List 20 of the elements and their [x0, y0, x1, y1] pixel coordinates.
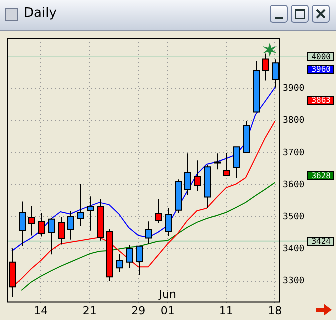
x-tick-label: 18: [268, 304, 282, 318]
y-tick-label: 3900: [283, 84, 305, 94]
y2-tick-label: 3628: [312, 172, 332, 181]
x-tick-label: 14: [34, 304, 48, 318]
chart-title: Daily: [24, 6, 57, 21]
x-tick-label: 29: [132, 304, 146, 318]
y-tick-label: 3700: [283, 148, 305, 158]
y-tick-label: 3800: [283, 116, 305, 126]
y2-tick-label: 3863: [312, 96, 332, 106]
x-tick-label: 01: [160, 304, 175, 318]
y-tick-label: 3500: [283, 212, 305, 222]
ref-line-label: 3424: [312, 237, 332, 246]
y-tick-label: 3400: [283, 244, 305, 255]
y-tick-label: 3300: [283, 276, 305, 287]
x-tick-label: 11: [219, 304, 234, 318]
ref-line-label: 4000: [312, 52, 332, 62]
y2-tick-label: 3960: [312, 65, 332, 74]
x-tick-label: 21: [82, 304, 97, 318]
annotation: Jun: [158, 288, 176, 302]
y-tick-label: 3600: [283, 180, 305, 190]
